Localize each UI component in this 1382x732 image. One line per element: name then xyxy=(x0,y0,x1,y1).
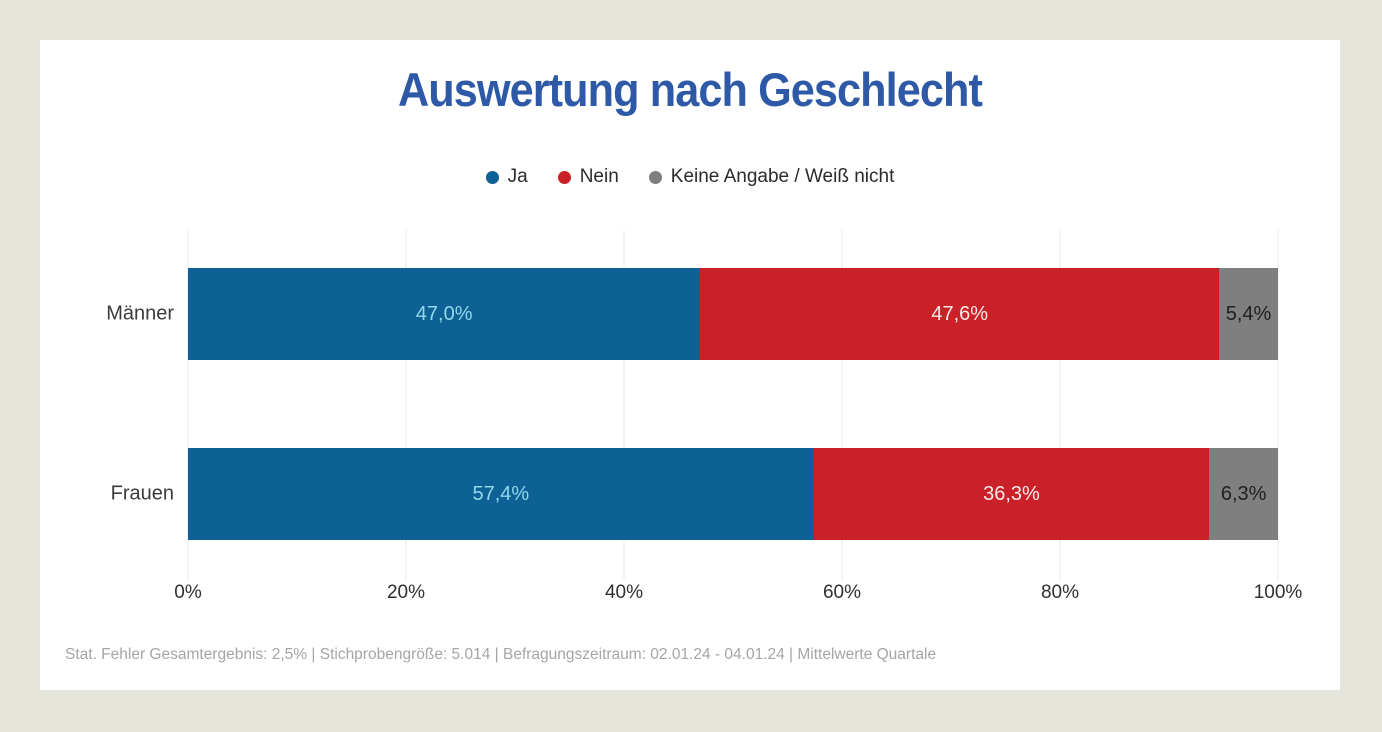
category-label-m-nner: Männer xyxy=(106,302,174,325)
bar-segment-m-nner-nein: 47,6% xyxy=(700,268,1220,360)
category-label-frauen: Frauen xyxy=(110,482,174,505)
legend-dot-nein-icon xyxy=(557,170,571,184)
bar-value-label: 36,3% xyxy=(983,482,1040,505)
gridline-60 xyxy=(841,230,843,580)
bar-value-label: 57,4% xyxy=(472,482,530,505)
gridline-40 xyxy=(623,230,625,580)
gridline-0 xyxy=(187,230,189,580)
legend-item-ja: Ja xyxy=(485,166,528,188)
x-tick-label-100: 100% xyxy=(1253,582,1303,603)
gridline-100 xyxy=(1277,230,1279,580)
gridline-80 xyxy=(1059,230,1061,580)
legend-label-keine-angabe: Keine Angabe / Weiß nicht xyxy=(670,166,895,187)
x-tick-label-0: 0% xyxy=(174,582,202,603)
bar-value-label: 47,6% xyxy=(931,302,989,325)
legend: Ja Nein Keine Angabe / Weiß nicht xyxy=(40,166,1340,188)
gridline-20 xyxy=(405,230,407,580)
legend-dot-ja-icon xyxy=(485,170,499,184)
x-tick-label-60: 60% xyxy=(822,582,862,603)
chart-card: Auswertung nach Geschlecht Ja Nein Keine… xyxy=(40,40,1340,690)
footer-note: Stat. Fehler Gesamtergebnis: 2,5% | Stic… xyxy=(65,646,937,663)
legend-label-nein: Nein xyxy=(579,166,619,187)
bar-segment-m-nner-ja: 47,0% xyxy=(188,268,701,360)
bar-row-m-nner: 47,0% 47,6% 5,4% xyxy=(188,268,1278,360)
bar-row-frauen: 57,4% 36,3% 6,3% xyxy=(188,448,1278,540)
chart-title: Auswertung nach Geschlecht xyxy=(398,63,983,116)
legend-label-ja: Ja xyxy=(507,166,528,187)
bar-value-label: 6,3% xyxy=(1220,482,1267,505)
x-tick-label-40: 40% xyxy=(604,582,644,603)
bar-value-label: 47,0% xyxy=(415,302,473,325)
bar-segment-m-nner-keine-angabe-wei-nicht: 5,4% xyxy=(1219,268,1278,360)
bar-segment-frauen-nein: 36,3% xyxy=(813,448,1210,540)
plot-area: 0% 20% 40% 60% 80% 100% Männer 47,0% 47,6% 5,4% Fr… xyxy=(106,230,1302,603)
x-tick-label-80: 80% xyxy=(1040,582,1080,603)
legend-dot-keine-angabe-icon xyxy=(648,170,662,184)
legend-item-nein: Nein xyxy=(557,166,619,188)
legend-item-keine-angabe: Keine Angabe / Weiß nicht xyxy=(648,166,895,188)
x-tick-label-20: 20% xyxy=(386,582,426,603)
bar-value-label: 5,4% xyxy=(1225,302,1272,325)
bar-segment-frauen-ja: 57,4% xyxy=(188,448,814,540)
bar-segment-frauen-keine-angabe-wei-nicht: 6,3% xyxy=(1209,448,1278,540)
